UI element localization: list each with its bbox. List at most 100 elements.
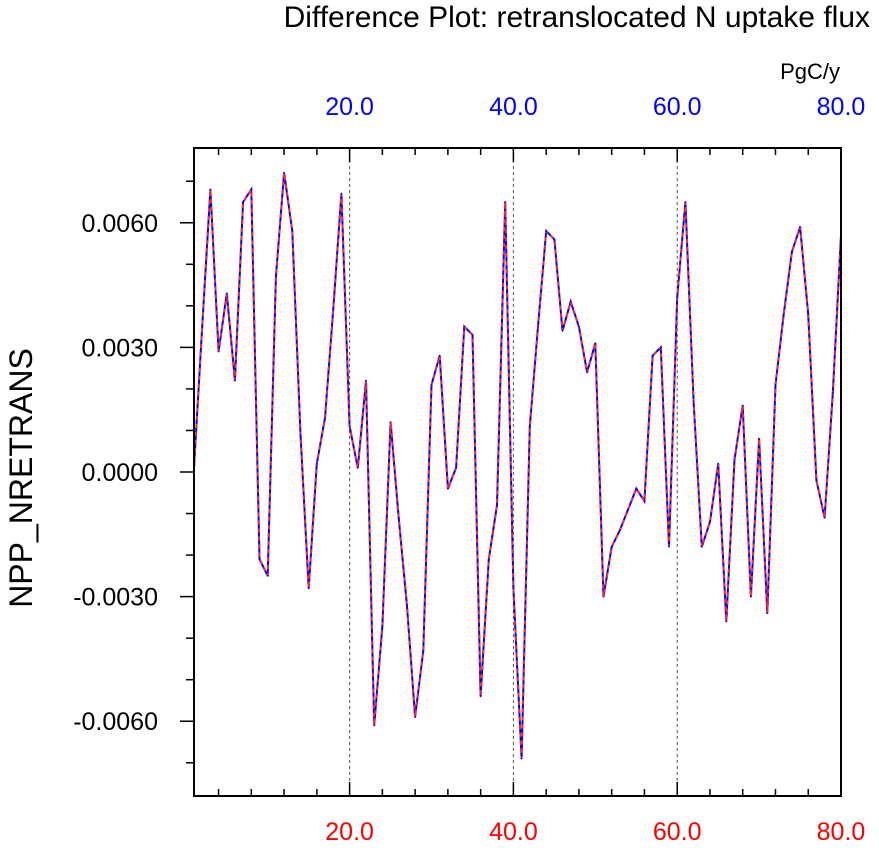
data-point: [684, 201, 687, 203]
data-point: [225, 292, 228, 295]
data-point: [676, 296, 679, 299]
tick-labels: 20.0 20.0 40.0 40.0 60.0 60.0 80.0 80.0 0.0060 0.…: [73, 93, 865, 846]
data-point: [520, 757, 523, 760]
data-point: [258, 558, 261, 561]
y-tick-label: -0.0030: [73, 584, 158, 612]
data-point: [201, 325, 204, 328]
series-line-red-dashed: [193, 172, 842, 759]
data-point: [545, 230, 548, 232]
x-tick-label-top: 80.0: [817, 93, 866, 121]
data-point: [725, 620, 728, 623]
y-tick-label: 0.0000: [82, 459, 158, 487]
data-point: [750, 595, 752, 598]
data-point: [823, 516, 826, 519]
y-axis-label: NPP_NRETRANS: [3, 348, 39, 608]
x-tick-label-top: 20.0: [325, 93, 374, 121]
data-point: [463, 325, 466, 328]
x-tick-label-bottom: 60.0: [653, 818, 702, 846]
data-point: [692, 400, 695, 403]
data-point: [234, 379, 236, 382]
data-point: [741, 404, 744, 407]
data-point: [274, 275, 277, 278]
data-point: [373, 724, 376, 727]
x-tick-label-bottom: 20.0: [325, 818, 374, 846]
data-point: [307, 587, 310, 590]
data-point: [643, 500, 646, 502]
data-point: [627, 508, 629, 511]
data-point: [553, 238, 556, 241]
data-point: [709, 520, 711, 523]
x-tick-label-bottom: 80.0: [817, 818, 866, 846]
data-point: [487, 558, 490, 561]
data-point: [414, 716, 417, 718]
data-point: [291, 230, 294, 232]
data-point: [365, 379, 367, 382]
data-point: [217, 350, 220, 353]
chart-title: Difference Plot: retranslocated N uptake…: [284, 1, 870, 34]
x-tick-label-bottom: 40.0: [489, 818, 538, 846]
units-label: PgC/y: [780, 59, 840, 84]
data-point: [479, 695, 482, 698]
data-point: [807, 313, 810, 316]
data-point: [348, 425, 351, 428]
data-point: [397, 516, 400, 519]
data-point: [799, 226, 801, 228]
data-point: [504, 201, 507, 203]
data-point: [422, 649, 425, 652]
data-point: [430, 383, 433, 386]
data-point: [782, 313, 785, 316]
data-point: [446, 487, 449, 490]
data-point: [315, 462, 318, 465]
x-tick-label-top: 60.0: [653, 93, 702, 121]
data-point: [586, 371, 589, 374]
minor-ticks: [186, 148, 809, 796]
data-point: [668, 545, 670, 548]
data-point: [651, 354, 654, 357]
data-point: [381, 624, 384, 627]
data-point: [700, 545, 703, 548]
grid-lines: [349, 148, 678, 796]
data-point: [455, 466, 457, 469]
data-point: [610, 545, 613, 548]
y-tick-label: 0.0060: [82, 210, 158, 238]
data-point: [471, 334, 474, 336]
data-point: [790, 250, 793, 253]
data-point: [340, 192, 343, 195]
data-point: [766, 612, 769, 615]
data-point: [283, 172, 285, 174]
data-point: [438, 354, 441, 357]
data-point: [332, 309, 335, 311]
data-point: [815, 479, 818, 482]
data-point: [758, 437, 761, 440]
data-point: [831, 392, 834, 394]
data-point: [406, 604, 408, 606]
data-point: [537, 325, 539, 328]
data-point: [389, 421, 392, 424]
data-point: [356, 466, 359, 469]
data-point: [561, 329, 564, 332]
data-point: [602, 595, 605, 598]
series-layer: [193, 172, 842, 760]
data-point: [635, 487, 638, 490]
data-point: [618, 529, 621, 532]
data-point: [299, 433, 302, 436]
data-point: [717, 462, 720, 465]
data-point: [250, 188, 253, 191]
data-point: [528, 425, 531, 428]
y-tick-label: 0.0030: [82, 334, 158, 362]
data-point: [594, 342, 597, 345]
series-line-blue: [193, 172, 842, 759]
data-point: [774, 383, 777, 386]
data-point: [242, 201, 245, 203]
data-point: [733, 458, 736, 461]
data-point: [496, 504, 498, 507]
data-point: [209, 188, 212, 191]
data-point: [569, 300, 572, 303]
y-tick-label: -0.0060: [73, 708, 158, 736]
plot-frame: [193, 147, 842, 797]
data-point: [266, 574, 269, 577]
data-point: [659, 346, 662, 349]
data-point: [324, 417, 326, 419]
data-point: [578, 325, 580, 328]
data-point: [512, 587, 515, 590]
